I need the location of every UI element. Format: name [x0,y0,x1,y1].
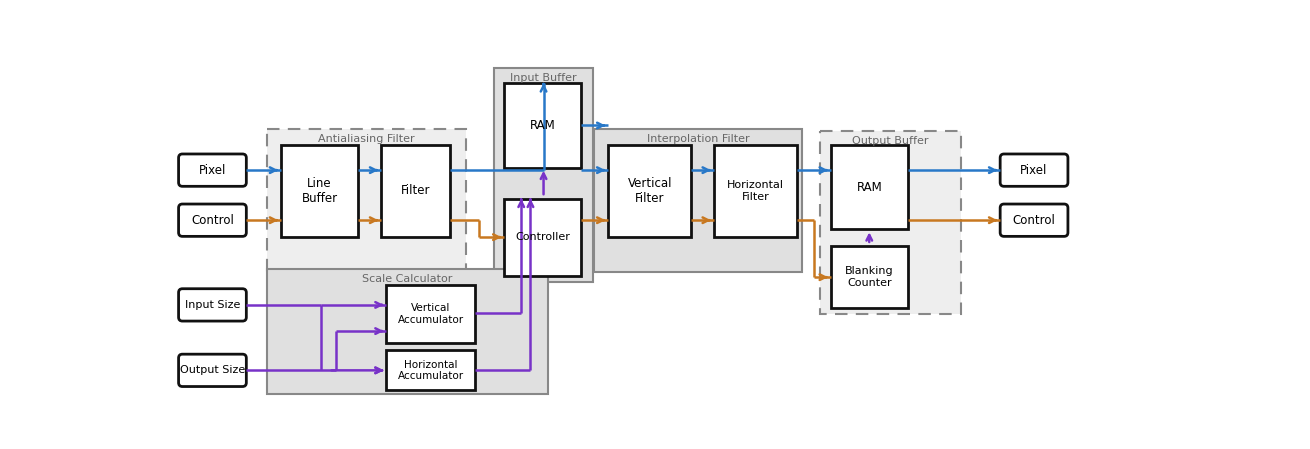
Text: Filter: Filter [401,185,431,198]
Bar [831,145,908,229]
FancyBboxPatch shape [178,204,246,236]
Text: Controller: Controller [515,232,570,242]
FancyBboxPatch shape [178,289,246,321]
Bar [608,145,692,237]
Bar [714,145,796,237]
Text: Vertical
Accumulator: Vertical Accumulator [398,303,464,325]
FancyBboxPatch shape [178,354,246,387]
Bar [504,198,582,276]
Bar [267,129,466,272]
Bar [820,131,962,314]
FancyBboxPatch shape [1000,204,1068,236]
Bar [280,145,358,237]
Text: Horizontal
Filter: Horizontal Filter [727,180,783,202]
Bar [494,68,593,282]
Text: Input Size: Input Size [185,300,240,310]
Bar [386,350,476,390]
Text: RAM: RAM [531,119,555,132]
Bar [267,269,548,394]
Bar [386,285,476,343]
Bar [504,83,582,168]
Text: Scale Calculator: Scale Calculator [363,274,453,285]
Text: Pixel: Pixel [1020,163,1048,176]
FancyBboxPatch shape [178,154,246,186]
Text: Blanking
Counter: Blanking Counter [845,266,893,288]
Bar [595,129,802,272]
Text: Line
Buffer: Line Buffer [301,177,338,205]
Text: Control: Control [1013,214,1056,227]
Text: Interpolation Filter: Interpolation Filter [647,134,749,144]
Text: Control: Control [191,214,234,227]
Text: Pixel: Pixel [199,163,227,176]
Bar [831,247,908,308]
Text: RAM: RAM [857,180,882,194]
Text: Vertical
Filter: Vertical Filter [627,177,672,205]
Bar [381,145,451,237]
Text: Horizontal
Accumulator: Horizontal Accumulator [398,360,464,381]
FancyBboxPatch shape [1000,154,1068,186]
Text: Output Buffer: Output Buffer [853,136,929,146]
Text: Output Size: Output Size [179,365,245,375]
Text: Antialiasing Filter: Antialiasing Filter [318,134,415,144]
Text: Input Buffer: Input Buffer [510,73,576,83]
